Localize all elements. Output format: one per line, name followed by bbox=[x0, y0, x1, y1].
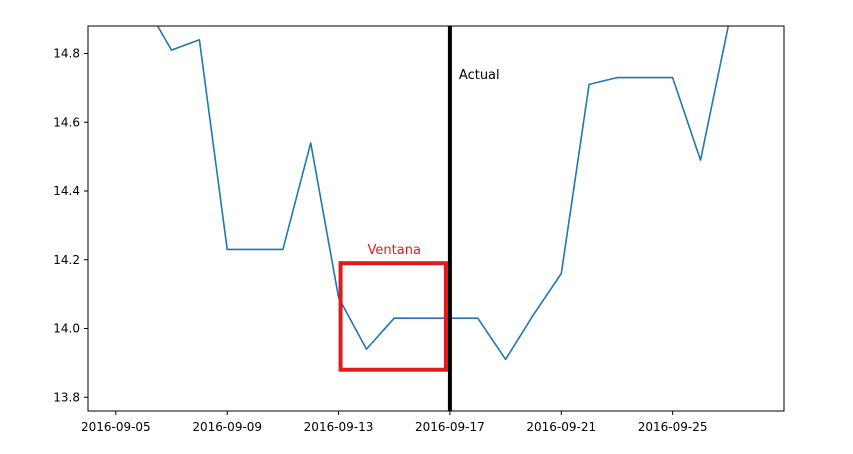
x-tick-label: 2016-09-13 bbox=[304, 420, 374, 434]
x-tick-label: 2016-09-25 bbox=[638, 420, 708, 434]
y-tick-label: 14.0 bbox=[53, 322, 80, 336]
y-tick-label: 14.8 bbox=[53, 47, 80, 61]
x-tick-label: 2016-09-09 bbox=[192, 420, 262, 434]
x-tick-label: 2016-09-21 bbox=[526, 420, 596, 434]
y-tick-label: 14.4 bbox=[53, 184, 80, 198]
y-tick-label: 13.8 bbox=[53, 390, 80, 404]
y-tick-label: 14.6 bbox=[53, 115, 80, 129]
x-tick-label: 2016-09-17 bbox=[415, 420, 485, 434]
plot-area bbox=[88, 26, 784, 411]
y-tick-label: 14.2 bbox=[53, 253, 80, 267]
current-label: Actual bbox=[459, 68, 500, 83]
plot-frame bbox=[87, 25, 785, 412]
window-rectangle bbox=[338, 261, 448, 372]
x-tick-label: 2016-09-05 bbox=[81, 420, 151, 434]
window-label: Ventana bbox=[368, 243, 421, 258]
